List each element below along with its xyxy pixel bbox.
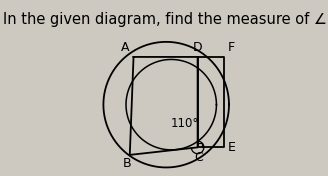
Text: E: E bbox=[228, 141, 236, 154]
Text: D: D bbox=[193, 41, 202, 54]
Text: 110°: 110° bbox=[171, 117, 199, 130]
Text: B: B bbox=[123, 157, 132, 170]
Text: C: C bbox=[194, 151, 203, 164]
Text: F: F bbox=[228, 41, 235, 54]
Text: A: A bbox=[121, 41, 130, 54]
Text: In the given diagram, find the measure of ∠BEF.: In the given diagram, find the measure o… bbox=[3, 12, 328, 27]
